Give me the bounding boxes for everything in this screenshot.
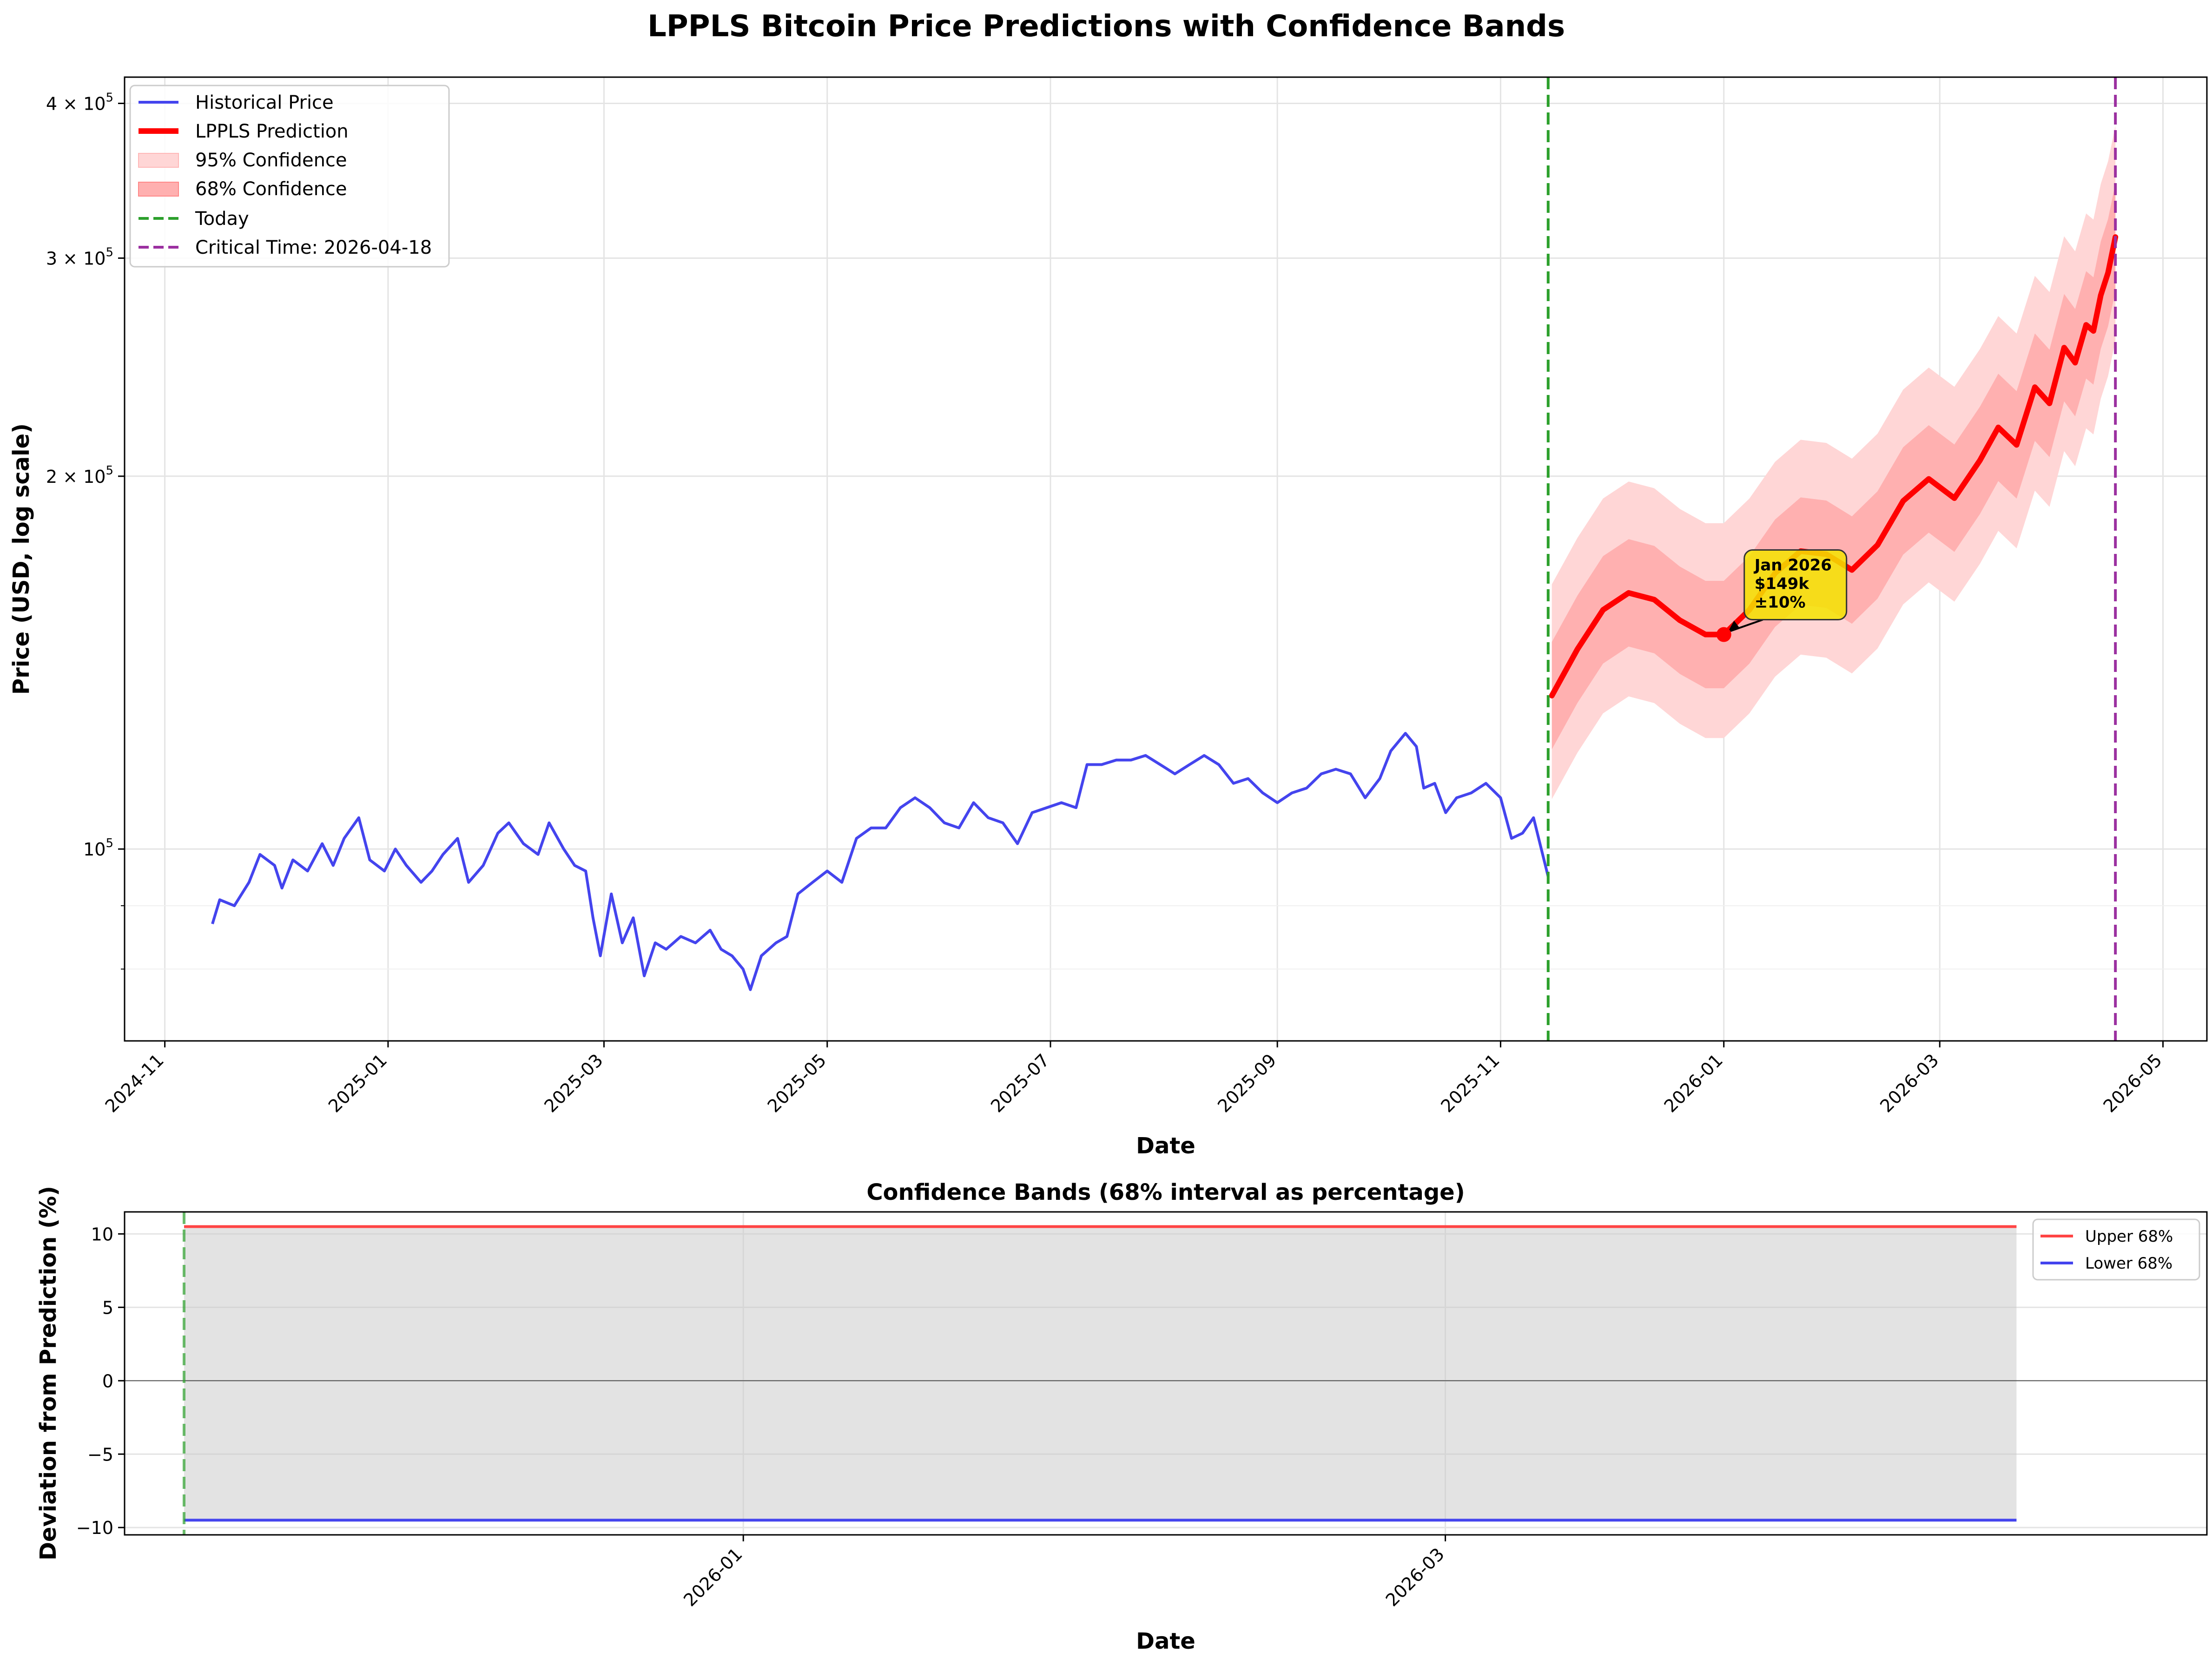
y-tick-label: 4 × 105 [46,91,113,114]
bottom-y-tick-label: 5 [102,1297,113,1318]
bottom-y-axis-label: Deviation from Prediction (%) [35,1186,61,1560]
bottom-y-tick-label: −5 [87,1444,113,1465]
historical-price-line [211,732,1550,991]
annotation-line-3: ±10% [1755,593,1806,612]
y-tick-label: 3 × 105 [46,245,113,269]
bottom-y-tick-label: −10 [76,1518,113,1538]
bottom-chart: Confidence Bands (68% interval as percen… [35,1179,2208,1654]
main-y-axis-label: Price (USD, log scale) [8,423,34,695]
y-tick-label: 2 × 105 [46,464,113,487]
annotation-point [1716,627,1731,642]
legend-critical-label: Critical Time: 2026-04-18 [195,237,432,258]
main-legend-box [129,85,450,268]
bottom-y-tick-label: 0 [102,1371,113,1391]
prediction-line [1549,234,2119,698]
main-y-ticks: 105 2 × 105 3 × 105 4 × 105 [46,91,125,970]
legend-ci95-swatch [138,153,179,168]
y-tick-label: 105 [83,836,113,860]
main-x-axis-label: Date [1136,1133,1195,1159]
legend-ci95-label: 95% Confidence [195,150,347,171]
legend-ci68-swatch [138,182,179,197]
ci68-band [1552,183,2116,750]
bottom-legend: Upper 68% Lower 68% [2032,1218,2200,1281]
annotation-arrowhead [1727,620,1740,633]
main-grid [125,77,2207,1041]
figure-title: LPPLS Bitcoin Price Predictions with Con… [647,9,1565,44]
bottom-y-ticks: −10 −5 0 5 10 [76,1224,125,1538]
jan-2026-annotation: Jan 2026 $149k ±10% [1716,549,1848,642]
main-chart: Jan 2026 $149k ±10% 2024-11 2025-01 2025-0… [8,76,2208,1159]
bottom-legend-box [2032,1218,2200,1281]
bottom-chart-title: Confidence Bands (68% interval as percen… [866,1179,1465,1205]
legend-upper-label: Upper 68% [2085,1227,2173,1246]
annotation-line-1: Jan 2026 [1754,556,1832,575]
bottom-plot-frame [124,1211,2208,1536]
annotation-box [1743,549,1848,621]
main-legend: Historical Price LPPLS Prediction 95% Co… [129,85,450,268]
bottom-x-axis-label: Date [1136,1628,1195,1654]
legend-historical-label: Historical Price [195,92,334,113]
legend-today-label: Today [195,208,249,230]
main-plot-frame [124,76,2208,1042]
legend-ci68-label: 68% Confidence [195,178,347,200]
legend-prediction-label: LPPLS Prediction [195,121,349,142]
annotation-line-2: $149k [1755,575,1810,593]
bottom-y-tick-label: 10 [91,1224,113,1244]
ci68-fill-region [184,1226,2017,1520]
legend-lower-label: Lower 68% [2085,1254,2172,1273]
